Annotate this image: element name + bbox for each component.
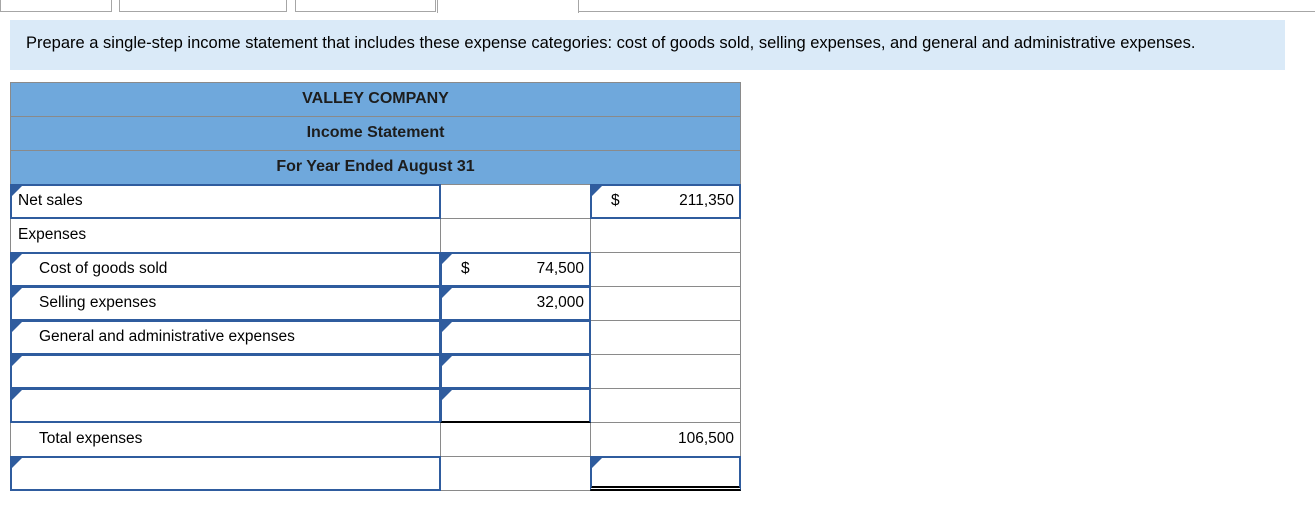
entry-marker-icon bbox=[12, 355, 22, 366]
amount-wrap: 32,000 bbox=[441, 287, 590, 320]
account-label-cell[interactable]: Selling expenses bbox=[10, 285, 441, 321]
amount-cell-col1[interactable] bbox=[440, 353, 591, 389]
tab-2[interactable] bbox=[119, 0, 287, 12]
amount-cell-col1[interactable]: $74,500 bbox=[440, 251, 591, 287]
account-label-cell[interactable]: General and administrative expenses bbox=[10, 319, 441, 355]
amount-cell-col1 bbox=[440, 217, 591, 253]
amount-wrap bbox=[441, 423, 590, 456]
amount-wrap: 106,500 bbox=[591, 423, 740, 456]
active-tab[interactable] bbox=[437, 0, 579, 13]
tab-3[interactable] bbox=[295, 0, 436, 12]
amount-wrap bbox=[591, 355, 740, 388]
tab-strip bbox=[0, 0, 1315, 13]
statement-period-header: For Year Ended August 31 bbox=[9, 149, 742, 185]
amount-cell-col2[interactable]: $211,350 bbox=[589, 183, 742, 219]
statement-row: General and administrative expenses bbox=[10, 319, 742, 355]
statement-row: Net sales $211,350 bbox=[10, 183, 742, 219]
amount-wrap bbox=[441, 389, 590, 422]
amount-wrap: $74,500 bbox=[441, 253, 590, 286]
amount-value: 32,000 bbox=[536, 294, 584, 312]
entry-marker-icon bbox=[12, 457, 22, 468]
income-statement-table: VALLEY COMPANY Income Statement For Year… bbox=[9, 81, 742, 491]
account-label-cell: Total expenses bbox=[10, 421, 441, 457]
account-label: Total expenses bbox=[39, 430, 143, 448]
amount-wrap bbox=[591, 389, 740, 422]
editable-cell-outline bbox=[10, 455, 441, 491]
amount-value: 74,500 bbox=[536, 260, 584, 278]
instruction-panel: Prepare a single-step income statement t… bbox=[10, 20, 1285, 70]
amount-wrap: $211,350 bbox=[591, 185, 740, 218]
account-label-cell[interactable]: Cost of goods sold bbox=[10, 251, 441, 287]
amount-cell-col2 bbox=[589, 217, 742, 253]
account-label-cell[interactable] bbox=[10, 455, 441, 491]
amount-wrap bbox=[441, 185, 590, 218]
amount-wrap bbox=[591, 321, 740, 354]
amount-wrap bbox=[441, 355, 590, 388]
account-label-cell[interactable]: Net sales bbox=[10, 183, 441, 219]
amount-wrap bbox=[591, 457, 740, 490]
editable-cell-outline bbox=[10, 387, 441, 423]
statement-row bbox=[10, 387, 742, 423]
account-label: General and administrative expenses bbox=[39, 328, 295, 346]
entry-marker-icon bbox=[12, 287, 22, 298]
amount-wrap bbox=[441, 219, 590, 252]
amount-cell-col1[interactable] bbox=[440, 387, 591, 423]
statement-row: Expenses bbox=[10, 217, 742, 253]
account-label: Cost of goods sold bbox=[39, 260, 168, 278]
amount-value: 211,350 bbox=[679, 192, 735, 210]
tab-1[interactable] bbox=[0, 0, 112, 12]
entry-marker-icon bbox=[12, 253, 22, 264]
statement-row: Selling expenses 32,000 bbox=[10, 285, 742, 321]
tab-strip-divider bbox=[578, 11, 1315, 12]
account-label-cell: Expenses bbox=[10, 217, 441, 253]
account-label: Expenses bbox=[18, 226, 87, 244]
amount-cell-col2 bbox=[589, 353, 742, 389]
amount-value: 106,500 bbox=[678, 430, 735, 448]
header-row-period: For Year Ended August 31 bbox=[9, 149, 742, 185]
currency-symbol: $ bbox=[461, 260, 470, 278]
account-label-cell[interactable] bbox=[10, 353, 441, 389]
amount-cell-col2[interactable] bbox=[589, 455, 742, 491]
amount-cell-col2 bbox=[589, 319, 742, 355]
account-label: Net sales bbox=[18, 192, 83, 210]
statement-row bbox=[10, 353, 742, 389]
editable-cell-outline bbox=[10, 353, 441, 389]
statement-row: Cost of goods sold $74,500 bbox=[10, 251, 742, 287]
amount-cell-col1[interactable]: 32,000 bbox=[440, 285, 591, 321]
amount-cell-col2 bbox=[589, 251, 742, 287]
amount-cell-col1 bbox=[440, 455, 591, 491]
amount-wrap bbox=[441, 321, 590, 354]
statement-row bbox=[10, 455, 742, 491]
header-row-company: VALLEY COMPANY bbox=[9, 81, 742, 117]
account-label: Selling expenses bbox=[39, 294, 157, 312]
amount-cell-col1[interactable] bbox=[440, 319, 591, 355]
entry-marker-icon bbox=[12, 389, 22, 400]
amount-cell-col1 bbox=[440, 421, 591, 457]
account-label-cell[interactable] bbox=[10, 387, 441, 423]
entry-marker-icon bbox=[12, 321, 22, 332]
amount-cell-col2: 106,500 bbox=[589, 421, 742, 457]
amount-wrap bbox=[591, 219, 740, 252]
amount-wrap bbox=[591, 287, 740, 320]
amount-cell-col2 bbox=[589, 387, 742, 423]
amount-cell-col1 bbox=[440, 183, 591, 219]
amount-cell-col2 bbox=[589, 285, 742, 321]
amount-wrap bbox=[591, 253, 740, 286]
header-row-statement: Income Statement bbox=[9, 115, 742, 151]
amount-wrap bbox=[441, 457, 590, 490]
statement-title-header: Income Statement bbox=[9, 115, 742, 151]
instruction-text: Prepare a single-step income statement t… bbox=[26, 34, 1196, 52]
company-name-header: VALLEY COMPANY bbox=[9, 81, 742, 117]
statement-row: Total expenses 106,500 bbox=[10, 421, 742, 457]
currency-symbol: $ bbox=[611, 192, 620, 210]
